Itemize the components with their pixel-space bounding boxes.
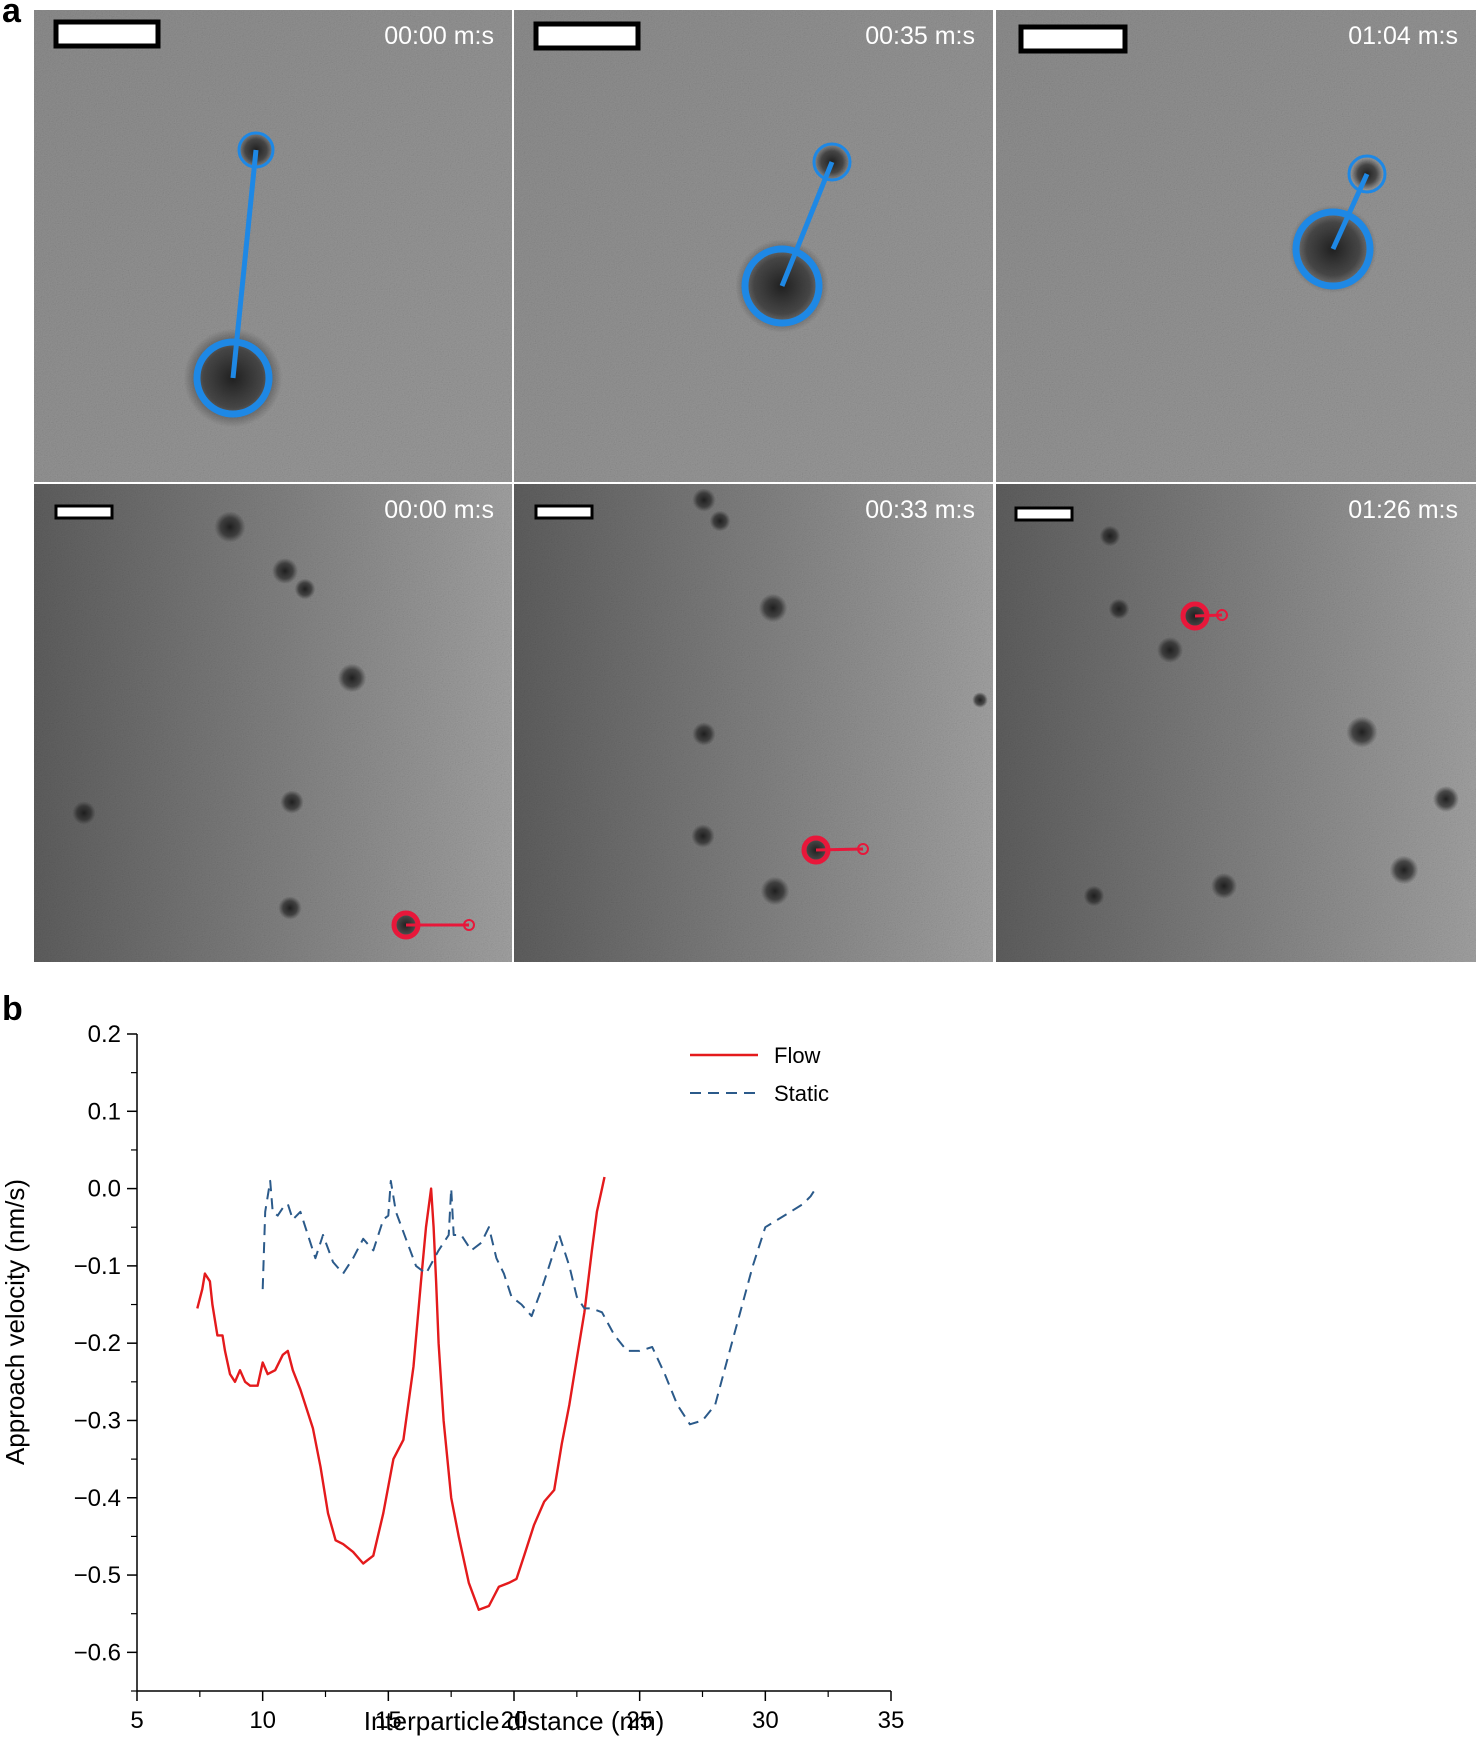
y-tick-label: 0.2: [88, 1021, 121, 1048]
x-tick-label: 25: [626, 1707, 653, 1734]
nanoparticle: [1433, 786, 1459, 812]
nanoparticle: [709, 510, 731, 532]
tracked-particle-marker: [193, 338, 273, 418]
micrograph-grid: 00:00 m:s 00:35 m:s 01:04 m:s 00:00 m:s 00:3…: [34, 10, 1476, 962]
timestamp-label: 00:33 m:s: [865, 496, 975, 524]
micrograph-tile: 01:04 m:s: [996, 10, 1476, 482]
timestamp-label: 00:35 m:s: [865, 22, 975, 50]
panel-a-label: a: [2, 0, 21, 30]
micrograph-tile: 00:33 m:s: [514, 484, 993, 962]
tracking-line: [1330, 172, 1370, 251]
y-tick-label: 0.1: [88, 1098, 121, 1125]
micrograph-tile: 00:00 m:s: [34, 10, 512, 482]
tracked-particle-marker: [1347, 154, 1387, 194]
y-axis-label: Approach velocity (nm/s): [0, 1179, 30, 1465]
nanoparticle: [758, 593, 788, 623]
x-tick-label: 30: [752, 1707, 779, 1734]
tracked-particle-marker: [463, 919, 475, 931]
tracked-particle-marker: [812, 142, 852, 182]
series-line-static: [261, 1179, 819, 1426]
nanoparticle: [972, 692, 988, 708]
y-tick-label: 0.0: [88, 1176, 121, 1203]
scale-bar: [1018, 24, 1128, 54]
micrograph-tile: 00:00 m:s: [34, 484, 512, 962]
timestamp-label: 01:26 m:s: [1348, 496, 1458, 524]
nanoparticle: [1211, 873, 1237, 899]
nanoparticle: [692, 722, 716, 746]
nanoparticle: [294, 578, 316, 600]
timestamp-label: 01:04 m:s: [1348, 22, 1458, 50]
x-tick-label: 15: [375, 1707, 402, 1734]
tracked-particle-marker: [1180, 601, 1210, 631]
tracked-particle-marker: [741, 245, 823, 327]
nanoparticle: [1346, 716, 1378, 748]
tracking-line: [779, 161, 835, 287]
nanoparticle: [280, 790, 304, 814]
nanoparticle: [760, 876, 790, 906]
nanoparticle: [691, 824, 715, 848]
x-tick-label: 10: [249, 1707, 276, 1734]
nanoparticle: [337, 663, 367, 693]
tracked-particle-marker: [391, 910, 421, 940]
scale-bar: [1014, 506, 1074, 522]
x-axis-label: Interparticle distance (nm): [364, 1706, 665, 1736]
scale-bar: [533, 21, 641, 51]
x-tick-label: 20: [501, 1707, 528, 1734]
nanoparticle: [1083, 885, 1105, 907]
legend-label-flow: Flow: [774, 1043, 821, 1068]
y-tick-label: −0.2: [74, 1330, 121, 1357]
tracked-particle-marker: [1216, 609, 1228, 621]
micrograph-tile: 01:26 m:s: [996, 484, 1476, 962]
x-tick-label: 5: [130, 1707, 143, 1734]
legend-label-static: Static: [774, 1081, 829, 1106]
nanoparticle: [692, 488, 716, 512]
panel-b-label: b: [2, 990, 23, 1028]
y-tick-label: −0.4: [74, 1485, 121, 1512]
timestamp-label: 00:00 m:s: [384, 22, 494, 50]
y-tick-label: −0.1: [74, 1253, 121, 1280]
nanoparticle: [214, 511, 246, 543]
tracking-line: [815, 847, 864, 852]
tracked-particle-marker: [857, 843, 869, 855]
micrograph-tile: 00:35 m:s: [514, 10, 993, 482]
tracked-particle-marker: [1292, 208, 1374, 290]
nanoparticle: [1389, 855, 1419, 885]
nanoparticle: [72, 801, 96, 825]
y-tick-label: −0.6: [74, 1639, 121, 1666]
nanoparticle: [272, 558, 298, 584]
x-tick-label: 35: [878, 1707, 905, 1734]
tracked-particle-marker: [237, 131, 275, 169]
y-tick-label: −0.5: [74, 1562, 121, 1589]
nanoparticle: [237, 131, 275, 169]
nanoparticle: [1099, 525, 1121, 547]
timestamp-label: 00:00 m:s: [384, 496, 494, 524]
nanoparticle: [1108, 598, 1130, 620]
series-line-flow: [196, 1176, 606, 1612]
nanoparticle: [278, 896, 302, 920]
nanoparticle: [1157, 637, 1183, 663]
y-tick-label: −0.3: [74, 1407, 121, 1434]
scale-bar: [534, 504, 594, 520]
tracked-particle-marker: [801, 835, 831, 865]
scale-bar: [54, 504, 114, 520]
scale-bar: [53, 19, 161, 49]
